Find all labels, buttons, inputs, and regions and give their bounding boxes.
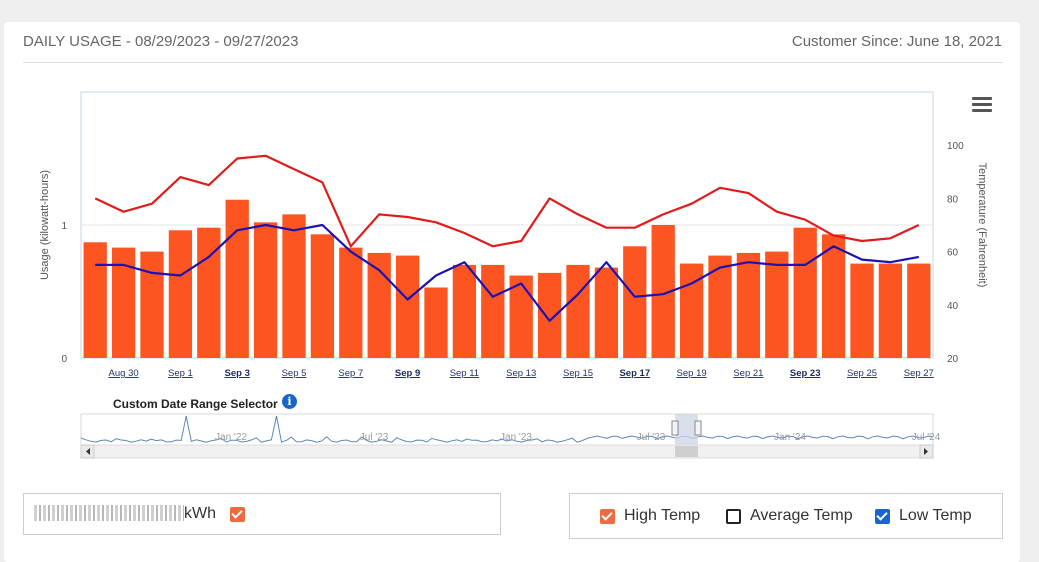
navigator-scrollbar	[80, 444, 934, 459]
chart-axes: 0 1 20 40 60 80 100 Usage (kilowatt-hours) Tempe…	[39, 141, 988, 379]
usage-bar	[424, 287, 448, 358]
high-temp-checkbox[interactable]	[600, 509, 615, 524]
y-right-axis-title: Temperature (Fahrenheit)	[976, 163, 988, 288]
low-temp-line	[95, 223, 920, 322]
high-temp-label: High Temp	[624, 507, 701, 524]
check-icon	[876, 509, 888, 521]
menu-bar	[972, 109, 992, 112]
usage-bar	[140, 251, 164, 358]
usage-bar	[452, 264, 477, 358]
scroll-right-arrow	[924, 448, 928, 455]
navigator-label: Jul '24	[912, 432, 941, 443]
usage-bar	[736, 252, 761, 358]
x-tick-label: Sep 15	[563, 368, 593, 379]
date-range-selector-title: Custom Date Range Selector	[113, 397, 278, 411]
temperature-lines	[94, 154, 920, 322]
navigator-handle	[671, 420, 679, 436]
usage-bar	[367, 252, 391, 358]
navigator-series	[80, 415, 934, 443]
navigator-label: Jan '24	[774, 432, 806, 443]
usage-bar	[878, 263, 903, 358]
usage-bar	[395, 255, 420, 358]
usage-bar	[509, 275, 533, 358]
usage-bar	[282, 214, 306, 358]
usage-bar	[481, 264, 505, 358]
usage-bar	[623, 246, 647, 358]
average-temp-label: Average Temp	[750, 507, 853, 524]
usage-bar	[168, 230, 193, 358]
x-tick-label: Sep 7	[338, 368, 363, 379]
navigator-label: Jul '23	[637, 432, 666, 443]
header-divider	[23, 62, 1003, 63]
usage-bar	[253, 222, 278, 358]
usage-bar	[339, 247, 363, 358]
usage-bar	[765, 251, 789, 358]
usage-bar	[907, 263, 931, 358]
info-icon[interactable]: i	[282, 394, 297, 409]
x-tick-label: Sep 17	[619, 368, 650, 379]
usage-bar	[594, 267, 619, 358]
scroll-left-arrow	[86, 448, 90, 455]
usage-bar	[197, 227, 221, 358]
y-left-axis-title: Usage (kilowatt-hours)	[39, 170, 51, 280]
y-right-tick-label: 40	[947, 301, 959, 312]
usage-bar	[83, 242, 107, 358]
x-tick-label: Aug 30	[109, 368, 139, 379]
usage-bars	[83, 199, 931, 358]
navigator-scrollbar-thumb	[675, 446, 698, 457]
x-tick-label: Sep 25	[847, 368, 877, 379]
navigator[interactable]: Jan '22 Jul '23 Jan '23 Jul '23 Jan '24 Jul '…	[80, 413, 941, 459]
x-tick-label: Sep 5	[282, 368, 307, 379]
check-icon	[231, 507, 243, 519]
customer-since: Customer Since: June 18, 2021	[791, 33, 1002, 50]
average-temp-checkbox[interactable]	[726, 509, 741, 524]
y-right-tick-label: 20	[947, 354, 959, 365]
temperature-legend: High Temp Average Temp Low Temp	[569, 493, 1003, 539]
usage-bar	[537, 272, 562, 358]
redacted-account-text	[34, 505, 184, 521]
low-temp-label: Low Temp	[899, 507, 972, 524]
y-left-tick-label: 0	[61, 354, 67, 365]
y-right-tick-label: 60	[947, 248, 959, 259]
menu-bar	[972, 103, 992, 106]
y-right-tick-label: 100	[947, 141, 964, 152]
usage-bar	[708, 255, 732, 358]
high-temp-line	[94, 154, 920, 248]
usage-bar	[850, 263, 874, 358]
usage-bar	[793, 227, 817, 358]
x-tick-label: Sep 21	[733, 368, 763, 379]
plot-area	[80, 91, 934, 359]
usage-bar	[566, 264, 590, 358]
navigator-label: Jul '23	[360, 432, 389, 443]
chart-title: DAILY USAGE - 08/29/2023 - 09/27/2023	[23, 33, 299, 50]
usage-bar	[679, 263, 704, 358]
low-temp-checkbox[interactable]	[875, 509, 890, 524]
usage-bar	[111, 247, 136, 358]
usage-chart: 0 1 20 40 60 80 100 Usage (kilowatt-hours) Tempe…	[39, 91, 988, 459]
x-tick-label: Sep 3	[225, 368, 250, 379]
usage-bar	[310, 234, 335, 358]
navigator-label: Jan '22	[215, 432, 247, 443]
usage-bar	[225, 199, 249, 358]
usage-checkbox[interactable]	[230, 507, 245, 522]
usage-bar	[821, 234, 846, 358]
x-tick-label: Sep 9	[395, 368, 420, 379]
navigator-label: Jan '23	[500, 432, 532, 443]
check-icon	[601, 509, 613, 521]
x-tick-label: Sep 19	[677, 368, 707, 379]
hamburger-menu-icon[interactable]	[972, 97, 992, 113]
usage-legend: kWh	[23, 493, 501, 535]
x-tick-label: Sep 27	[904, 368, 934, 379]
y-right-tick-label: 80	[947, 194, 959, 205]
x-tick-label: Sep 11	[450, 368, 479, 379]
usage-bar	[651, 225, 675, 358]
menu-bar	[972, 97, 992, 100]
y-left-tick-label: 1	[61, 221, 67, 232]
x-tick-label: Sep 1	[168, 368, 193, 379]
x-tick-label: Sep 23	[790, 368, 821, 379]
navigator-window	[675, 414, 698, 445]
x-tick-label: Sep 13	[506, 368, 536, 379]
navigator-handle	[694, 420, 702, 436]
kwh-label: kWh	[184, 505, 216, 522]
